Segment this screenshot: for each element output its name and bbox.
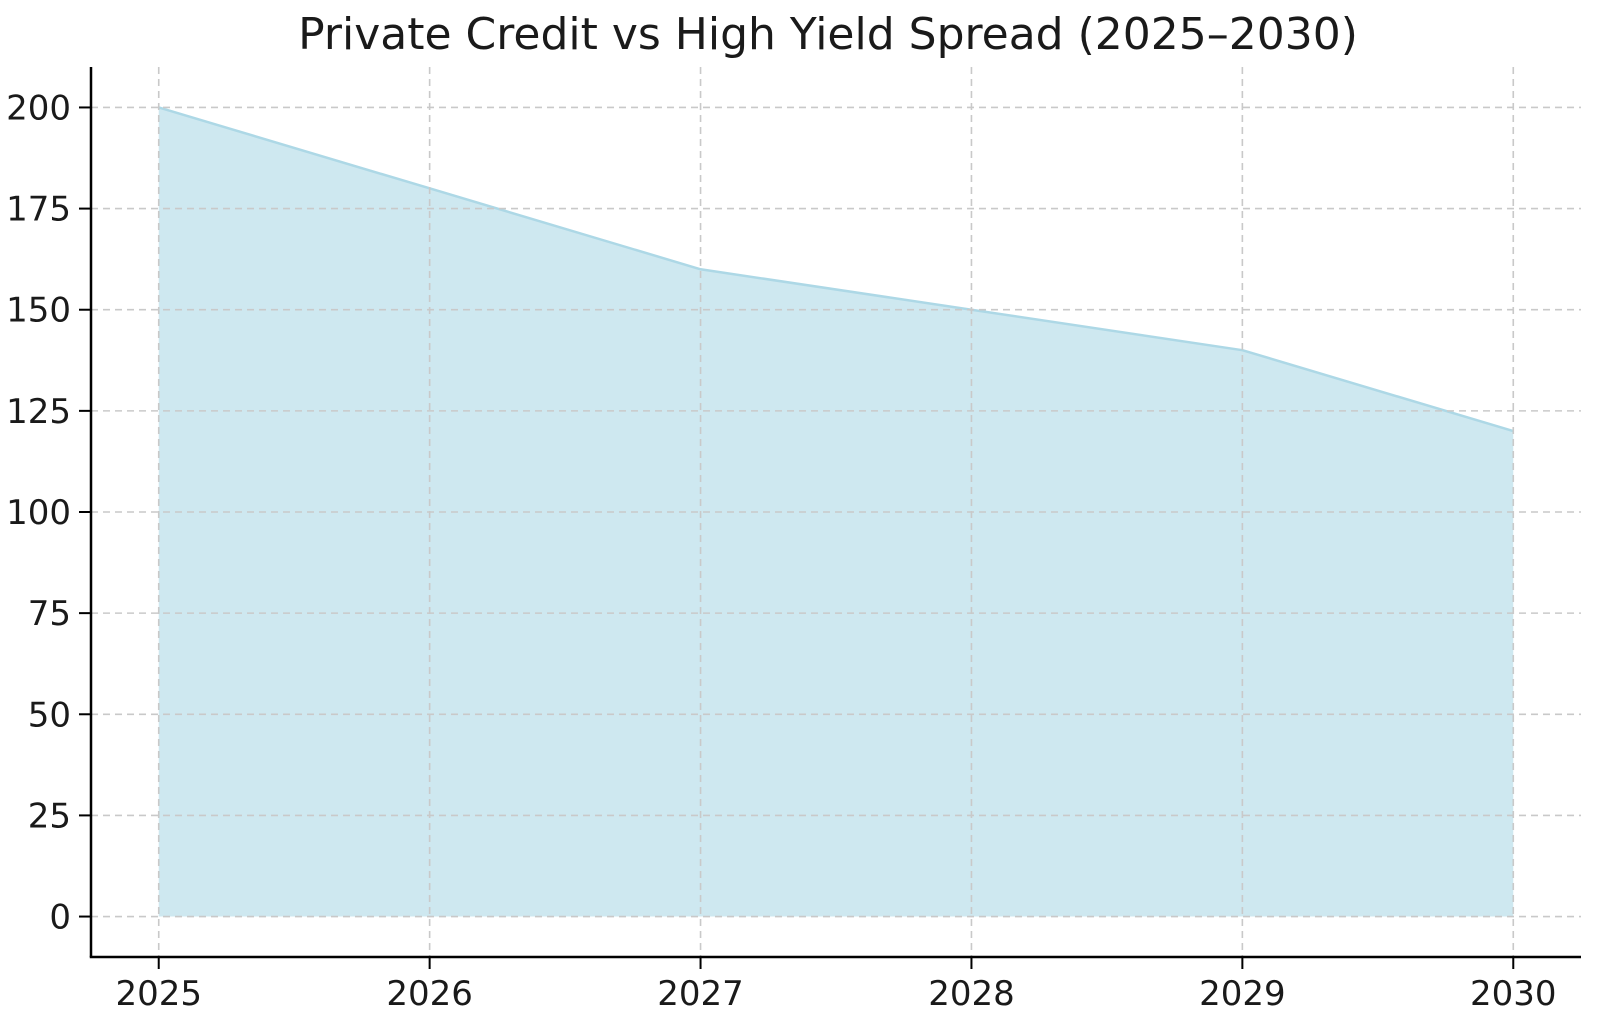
y-tick-label: 0: [49, 898, 71, 938]
y-tick-label: 200: [6, 88, 71, 128]
y-tick-label: 100: [6, 493, 71, 533]
series-line-layer: [158, 106, 1514, 433]
y-tick-label: 50: [28, 695, 71, 735]
x-tick-label: 2026: [386, 974, 473, 1014]
y-tick-label: 75: [28, 594, 71, 634]
series-line: [158, 106, 1514, 433]
y-tick-label: 175: [6, 190, 71, 230]
x-tick-label: 2028: [928, 974, 1015, 1014]
tick-labels: 0 25 50 75 100 125 150 175 200 2025 2026 2027 2028 20…: [6, 88, 1556, 1014]
y-tick-label: 125: [6, 392, 71, 432]
y-tick-label: 150: [6, 291, 71, 331]
x-tick-label: 2027: [657, 974, 744, 1014]
x-tick-label: 2025: [115, 974, 202, 1014]
tick-marks: [79, 106, 1515, 969]
y-tick-label: 25: [28, 796, 71, 836]
x-tick-label: 2029: [1199, 974, 1286, 1014]
x-tick-label: 2030: [1470, 974, 1557, 1014]
chart-title: Private Credit vs High Yield Spread (202…: [298, 9, 1358, 60]
gridlines: [91, 67, 1581, 957]
